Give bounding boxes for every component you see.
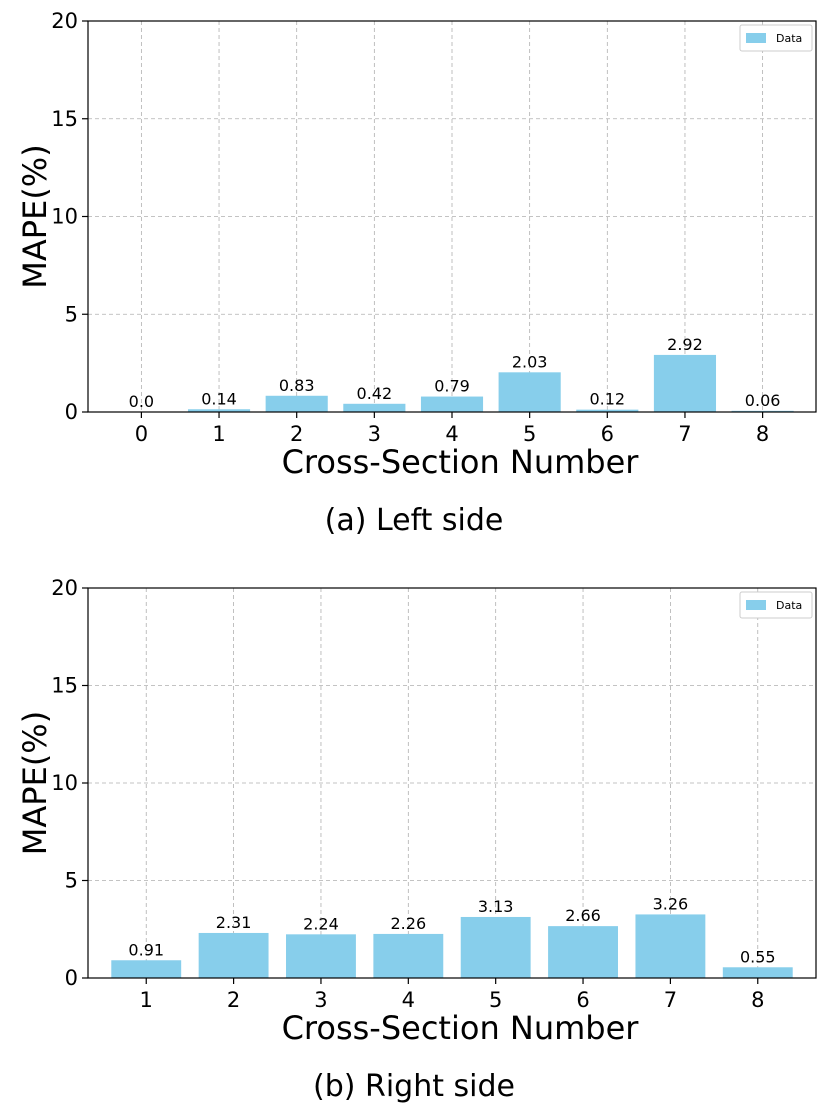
bar — [187, 409, 251, 412]
bar-value-label: 2.92 — [667, 335, 703, 354]
x-tick-label: 6 — [601, 422, 614, 446]
y-axis-label: MAPE(%) — [16, 144, 54, 288]
y-tick-label: 15 — [51, 107, 78, 131]
y-tick-label: 15 — [51, 674, 78, 698]
bar-value-label: 3.13 — [478, 897, 514, 916]
y-tick-label: 5 — [65, 869, 78, 893]
x-tick-label: 8 — [751, 988, 764, 1012]
bar-value-label: 0.12 — [589, 390, 625, 409]
bar-value-label: 2.66 — [565, 906, 601, 925]
y-tick-label: 10 — [51, 771, 78, 795]
x-tick-label: 3 — [368, 422, 381, 446]
y-tick-label: 20 — [51, 576, 78, 600]
x-tick-label: 2 — [290, 422, 303, 446]
x-tick-label: 7 — [664, 988, 677, 1012]
bar-value-label: 0.14 — [201, 389, 237, 408]
x-tick-label: 1 — [140, 988, 153, 1012]
chart-caption: (b) Right side — [313, 1069, 515, 1104]
bar — [498, 372, 561, 412]
bar — [548, 926, 618, 978]
bar-value-label: 0.42 — [357, 384, 393, 403]
bar-value-label: 2.24 — [303, 914, 339, 933]
bar — [265, 395, 328, 412]
x-tick-label: 6 — [576, 988, 589, 1012]
bar-value-label: 2.03 — [512, 352, 548, 371]
legend-box — [739, 24, 813, 52]
bar — [653, 354, 717, 412]
bar-value-label: 2.26 — [391, 914, 427, 933]
x-axis-label: Cross-Section Number — [282, 443, 640, 481]
bar-value-label: 0.83 — [279, 376, 315, 395]
y-tick-label: 5 — [65, 302, 78, 326]
bar-value-label: 0.79 — [434, 377, 470, 396]
x-tick-label: 1 — [212, 422, 225, 446]
legend: Data — [739, 24, 813, 52]
bar-value-label: 0.0 — [129, 392, 154, 411]
legend-label: Data — [776, 599, 802, 612]
bar-value-label: 2.31 — [216, 913, 252, 932]
bar — [460, 916, 531, 978]
bar — [286, 934, 356, 978]
bar — [198, 932, 269, 978]
y-axis-label: MAPE(%) — [16, 711, 54, 855]
x-tick-label: 4 — [402, 988, 415, 1012]
x-tick-label: 2 — [227, 988, 240, 1012]
chart-caption: (a) Left side — [325, 503, 504, 538]
bar — [722, 967, 793, 978]
legend-swatch — [746, 600, 766, 610]
x-tick-label: 0 — [135, 422, 148, 446]
legend-swatch — [746, 33, 766, 43]
bar — [576, 409, 639, 412]
bar-value-label: 0.55 — [740, 947, 776, 966]
chart-1: 0.912.31 2.24 2.263.13 2.663.260.5505101520… — [16, 576, 817, 1104]
x-axis-label: Cross-Section Number — [282, 1009, 640, 1047]
x-tick-label: 4 — [445, 422, 458, 446]
x-tick-label: 5 — [523, 422, 536, 446]
x-tick-label: 5 — [489, 988, 502, 1012]
bar-value-label: 0.91 — [128, 940, 164, 959]
bar-value-label: 3.26 — [653, 894, 689, 913]
legend: Data — [739, 591, 813, 619]
y-tick-label: 20 — [51, 9, 78, 33]
legend-label: Data — [776, 32, 802, 45]
bar — [635, 914, 706, 978]
y-tick-label: 0 — [65, 400, 78, 424]
legend-box — [739, 591, 813, 619]
bar — [420, 396, 484, 412]
x-tick-label: 8 — [756, 422, 769, 446]
bar-value-label: 0.06 — [745, 391, 781, 410]
bar — [373, 933, 444, 978]
chart-0: 0.0 0.140.83 0.42 0.792.030.122.920.0605101… — [16, 9, 817, 538]
y-tick-label: 0 — [65, 966, 78, 990]
x-tick-label: 3 — [314, 988, 327, 1012]
y-tick-label: 10 — [51, 205, 78, 229]
x-tick-label: 7 — [678, 422, 691, 446]
bar — [343, 403, 406, 412]
bar — [111, 960, 182, 978]
